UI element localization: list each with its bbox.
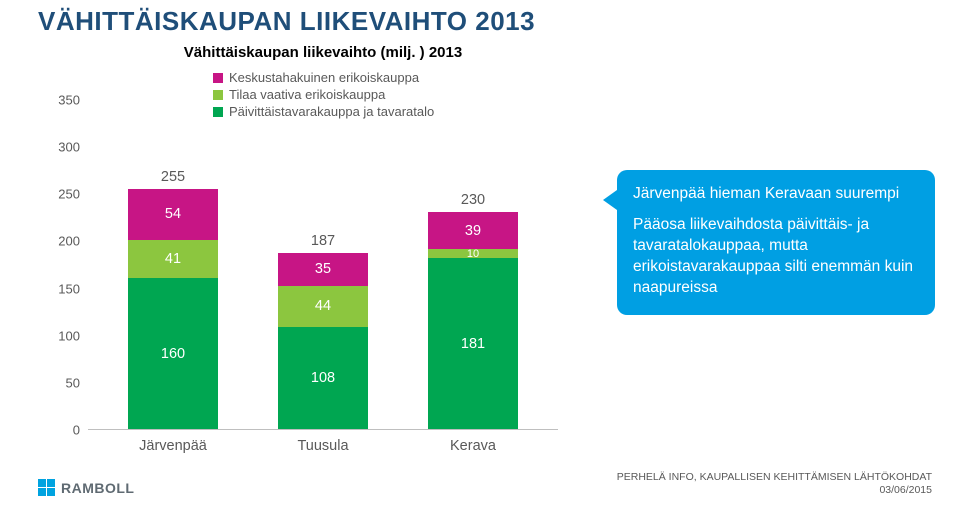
slide-footer: PERHELÄ INFO, KAUPALLISEN KEHITTÄMISEN L… <box>617 471 932 498</box>
bar-segment: 10 <box>428 249 518 258</box>
bar-segment: 181 <box>428 258 518 429</box>
chart-plot: 0501001502002503003502551604154Järvenpää… <box>88 100 558 430</box>
revenue-chart: Vähittäiskaupan liikevaihto (milj. ) 201… <box>38 44 578 464</box>
slide: VÄHITTÄISKAUPAN LIIKEVAIHTO 2013 Vähittä… <box>0 0 960 508</box>
bar-segment-label: 10 <box>467 248 479 260</box>
bar-segment-label: 160 <box>161 346 185 362</box>
bar-segment-label: 54 <box>165 206 181 222</box>
footer-date: 03/06/2015 <box>617 484 932 498</box>
y-axis-tick-label: 300 <box>48 140 80 155</box>
bar-total-label: 230 <box>428 192 518 208</box>
y-axis-tick-label: 0 <box>48 423 80 438</box>
bar-segment-label: 108 <box>311 370 335 386</box>
bar-segment: 54 <box>128 189 218 240</box>
bar-segment-label: 41 <box>165 251 181 267</box>
x-axis-category-label: Järvenpää <box>128 438 218 454</box>
bar-segment: 160 <box>128 278 218 429</box>
bar-segment-label: 44 <box>315 298 331 314</box>
page-title: VÄHITTÄISKAUPAN LIIKEVAIHTO 2013 <box>38 6 535 37</box>
legend-swatch-icon <box>213 90 223 100</box>
bar-segment: 39 <box>428 212 518 249</box>
callout-line: Järvenpää hieman Keravaan suurempi <box>633 184 919 205</box>
bar-segment: 44 <box>278 286 368 327</box>
y-axis-tick-label: 50 <box>48 375 80 390</box>
y-axis-tick-label: 250 <box>48 187 80 202</box>
x-axis-category-label: Tuusula <box>278 438 368 454</box>
legend-item: Keskustahakuinen erikoiskauppa <box>213 70 558 85</box>
footer-title: PERHELÄ INFO, KAUPALLISEN KEHITTÄMISEN L… <box>617 471 932 485</box>
legend-swatch-icon <box>213 73 223 83</box>
y-axis-tick-label: 100 <box>48 328 80 343</box>
y-axis-tick-label: 200 <box>48 234 80 249</box>
bar-segment-label: 39 <box>465 223 481 239</box>
commentary-bubble: Järvenpää hieman Keravaan suurempi Pääosa… <box>617 170 935 315</box>
bar-segment: 41 <box>128 240 218 279</box>
bar-segment-label: 181 <box>461 336 485 352</box>
bar-total-label: 187 <box>278 233 368 249</box>
y-axis-tick-label: 150 <box>48 281 80 296</box>
bubble-arrow-icon <box>603 190 617 210</box>
logo-squares-icon <box>38 479 55 496</box>
legend-label: Keskustahakuinen erikoiskauppa <box>229 70 419 85</box>
x-axis-category-label: Kerava <box>428 438 518 454</box>
y-axis-tick-label: 350 <box>48 93 80 108</box>
callout-line: Pääosa liikevaihdosta päivittäis- ja tav… <box>633 215 919 299</box>
bar-segment: 108 <box>278 327 368 429</box>
bar-total-label: 255 <box>128 169 218 185</box>
logo-text: RAMBOLL <box>61 480 135 496</box>
bar-segment: 35 <box>278 253 368 286</box>
chart-title: Vähittäiskaupan liikevaihto (milj. ) 201… <box>88 44 558 61</box>
brand-logo: RAMBOLL <box>38 479 135 496</box>
bar-segment-label: 35 <box>315 261 331 277</box>
